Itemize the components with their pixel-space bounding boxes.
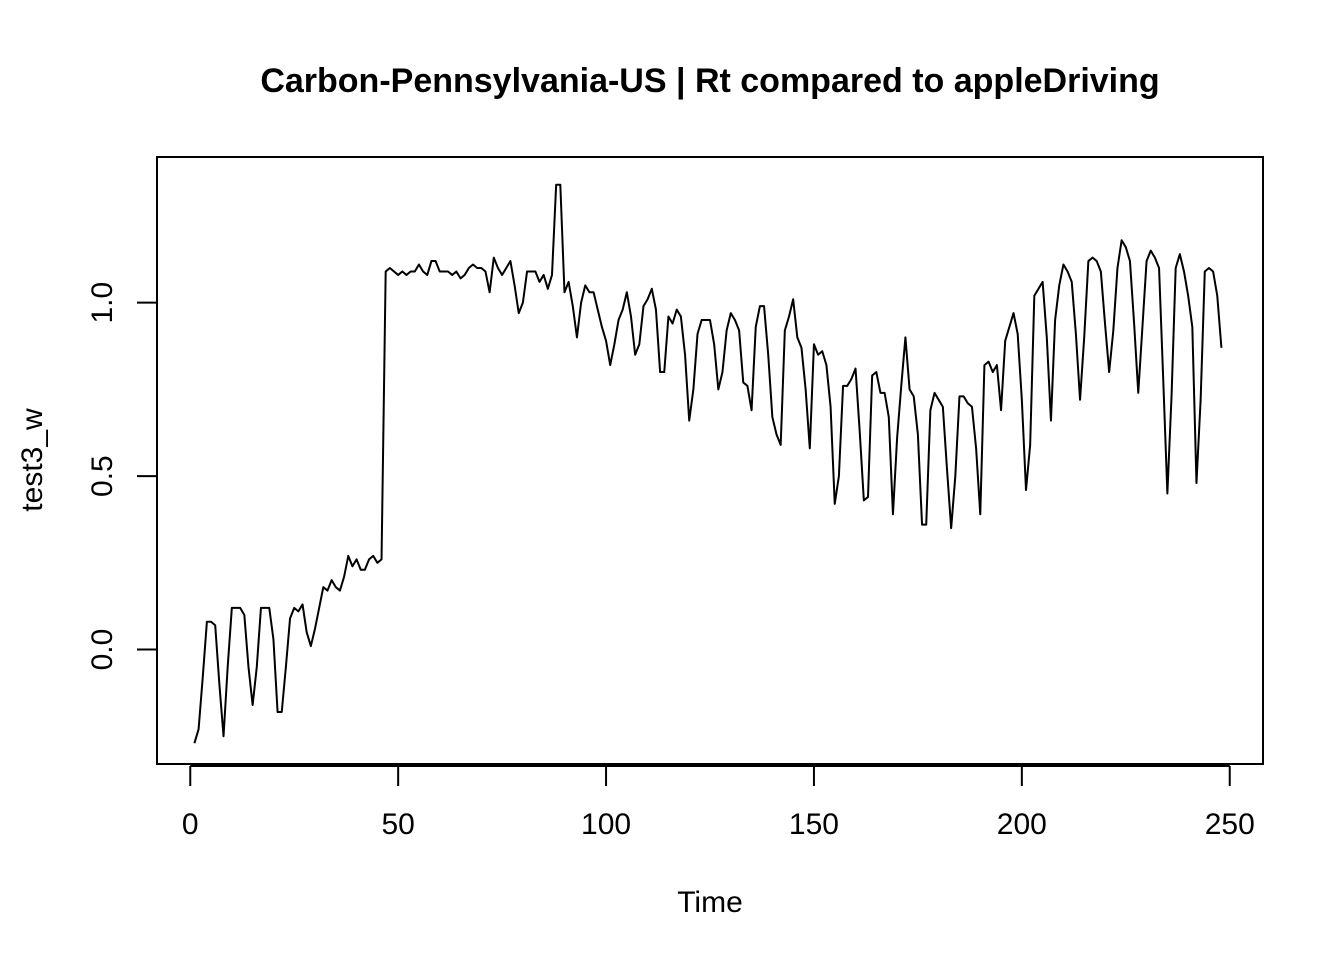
x-tick-label: 0 bbox=[182, 808, 199, 841]
series-line bbox=[193, 183, 1223, 744]
x-tick-label: 200 bbox=[997, 808, 1047, 841]
x-axis-label: Time bbox=[677, 886, 743, 919]
x-tick-label: 250 bbox=[1205, 808, 1255, 841]
chart-title: Carbon-Pennsylvania-US | Rt compared to … bbox=[260, 62, 1159, 100]
x-tick-label: 100 bbox=[581, 808, 631, 841]
x-tick-label: 150 bbox=[789, 808, 839, 841]
y-tick-label: 0.5 bbox=[86, 455, 119, 497]
y-axis-label: test3_w bbox=[16, 408, 49, 512]
y-axis: 0.0 0.5 1.0 bbox=[86, 282, 158, 671]
x-tick-label: 50 bbox=[381, 808, 414, 841]
x-axis: 0 50 100 150 200 250 bbox=[182, 765, 1255, 841]
y-tick-label: 0.0 bbox=[86, 629, 119, 671]
y-tick-label: 1.0 bbox=[86, 282, 119, 324]
plot-frame bbox=[156, 156, 1264, 765]
